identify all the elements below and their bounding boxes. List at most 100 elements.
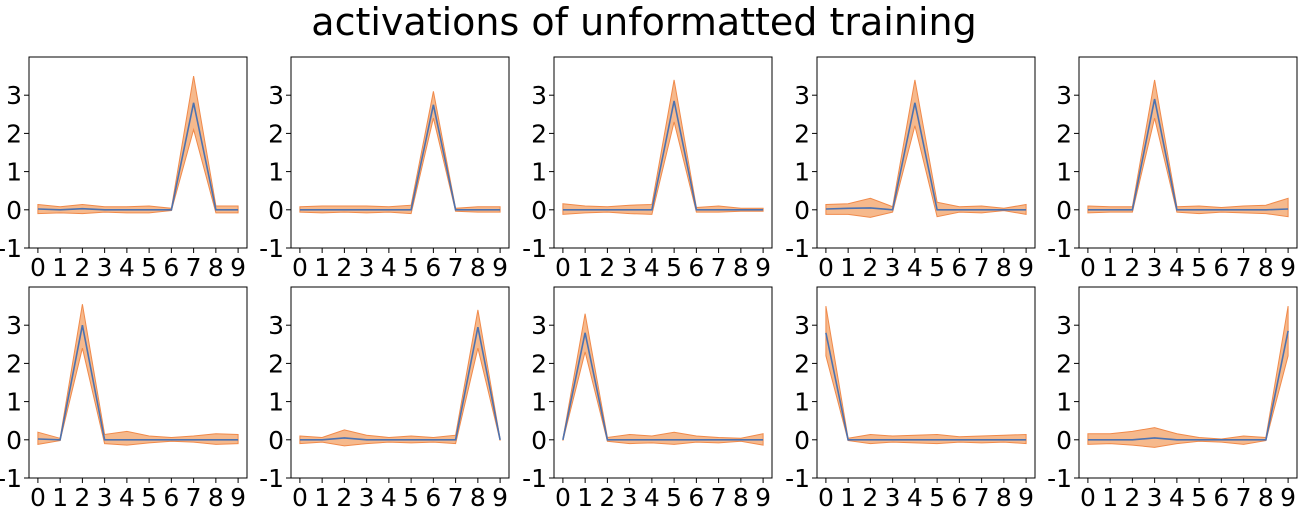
y-tick-label: 3 (268, 311, 284, 340)
y-tick-label: -1 (522, 234, 547, 263)
mean-line (37, 102, 239, 211)
x-tick-label: 3 (885, 483, 901, 508)
mean-line (299, 104, 501, 211)
x-tick-label: 3 (359, 483, 375, 508)
x-tick-label: 4 (907, 253, 923, 282)
y-tick-label: 1 (6, 388, 22, 417)
x-tick-label: 4 (119, 253, 135, 282)
x-tick-label: 0 (555, 483, 571, 508)
x-tick-label: 5 (929, 483, 945, 508)
x-tick-label: 4 (1169, 253, 1185, 282)
std-band (825, 306, 1027, 445)
x-tick-label: 4 (644, 483, 660, 508)
axes-frame (1078, 286, 1298, 479)
x-tick-label: 4 (644, 253, 660, 282)
y-tick-label: 2 (1056, 119, 1072, 148)
y-tick-label: 0 (268, 196, 284, 225)
x-tick-label: 9 (492, 253, 508, 282)
x-tick-label: 7 (711, 253, 727, 282)
y-tick-label: 2 (268, 119, 284, 148)
y-tick-label: 2 (531, 349, 547, 378)
mean-line (825, 332, 1027, 441)
x-tick-label: 9 (1018, 483, 1034, 508)
x-tick-label: 3 (359, 253, 375, 282)
y-tick-label: 3 (531, 311, 547, 340)
x-tick-label: 5 (666, 253, 682, 282)
x-tick-label: 7 (448, 483, 464, 508)
x-tick-label: 8 (208, 253, 224, 282)
y-tick-label: 1 (531, 388, 547, 417)
x-tick-label: 0 (30, 483, 46, 508)
mean-line (1087, 98, 1289, 211)
x-tick-label: 1 (1102, 483, 1118, 508)
x-tick-label: 6 (1213, 483, 1229, 508)
y-tick-label: -1 (259, 464, 284, 493)
x-tick-label: 3 (1147, 483, 1163, 508)
x-tick-label: 7 (448, 253, 464, 282)
axes-frame (28, 286, 248, 479)
y-tick-label: 2 (794, 349, 810, 378)
y-tick-label: 3 (1056, 311, 1072, 340)
x-tick-label: 9 (492, 483, 508, 508)
x-tick-label: 2 (862, 483, 878, 508)
y-tick-label: -1 (259, 234, 284, 263)
y-tick-label: 1 (794, 158, 810, 187)
axes-frame (816, 286, 1036, 479)
y-tick-label: -1 (785, 464, 810, 493)
y-tick-label: 1 (268, 388, 284, 417)
y-tick-label: 0 (531, 196, 547, 225)
x-tick-label: 4 (381, 483, 397, 508)
x-tick-label: 7 (974, 253, 990, 282)
x-tick-label: 8 (996, 253, 1012, 282)
x-tick-label: 7 (1236, 253, 1252, 282)
mean-line (299, 326, 501, 441)
y-tick-label: 3 (6, 81, 22, 110)
x-tick-label: 8 (470, 483, 486, 508)
y-tick-label: 3 (6, 311, 22, 340)
x-tick-label: 3 (622, 483, 638, 508)
y-tick-label: -1 (0, 234, 22, 263)
x-tick-label: 1 (314, 483, 330, 508)
x-tick-label: 1 (840, 483, 856, 508)
x-tick-label: 8 (470, 253, 486, 282)
axes-frame (816, 56, 1036, 249)
x-tick-label: 8 (996, 483, 1012, 508)
x-tick-label: 6 (163, 253, 179, 282)
y-tick-label: 2 (6, 349, 22, 378)
y-tick-label: 1 (1056, 388, 1072, 417)
x-tick-label: 4 (381, 253, 397, 282)
y-tick-label: 0 (1056, 196, 1072, 225)
x-tick-label: 9 (755, 253, 771, 282)
x-tick-label: 0 (30, 253, 46, 282)
std-band (299, 309, 501, 447)
std-band (562, 313, 764, 446)
figure-title: activations of unformatted training (311, 0, 976, 44)
x-tick-label: 4 (1169, 483, 1185, 508)
y-tick-label: -1 (522, 464, 547, 493)
y-tick-label: 2 (531, 119, 547, 148)
y-tick-label: 2 (268, 349, 284, 378)
x-tick-label: 5 (1191, 483, 1207, 508)
x-tick-label: 0 (818, 253, 834, 282)
x-tick-label: 2 (74, 483, 90, 508)
x-tick-label: 7 (186, 253, 202, 282)
y-tick-label: 0 (531, 426, 547, 455)
x-tick-label: 4 (907, 483, 923, 508)
axes-frame (28, 56, 248, 249)
x-tick-label: 5 (403, 483, 419, 508)
axes-frame (553, 286, 773, 479)
x-tick-label: 6 (951, 483, 967, 508)
y-tick-label: -1 (1047, 464, 1072, 493)
x-tick-label: 3 (622, 253, 638, 282)
x-tick-label: 8 (208, 483, 224, 508)
x-tick-label: 6 (425, 483, 441, 508)
y-tick-label: 0 (6, 426, 22, 455)
x-tick-label: 0 (818, 483, 834, 508)
